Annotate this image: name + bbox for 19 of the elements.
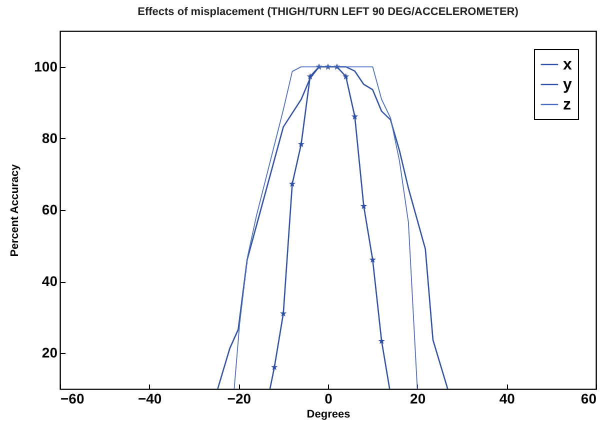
- y-tick-label: 60: [42, 202, 58, 218]
- chart-title: Effects of misplacement (THIGH/TURN LEFT 90 DEG/ACCELEROMETER): [138, 6, 519, 18]
- x-tick-label: 20: [410, 390, 426, 406]
- legend-label: z: [563, 96, 571, 114]
- legend-label: y: [563, 76, 572, 94]
- x-tick-label: −60: [60, 390, 84, 406]
- x-tick-label: 0: [324, 390, 333, 406]
- x-tick-label: 40: [499, 390, 516, 406]
- line-series: [234, 66, 418, 389]
- x-tick-label: −20: [227, 390, 252, 406]
- y-tick-label: 40: [42, 273, 58, 290]
- y-axis-title: Percent Accuracy: [9, 163, 22, 257]
- y-tick-label: 80: [42, 130, 58, 146]
- y-tick-label: 20: [42, 344, 58, 361]
- legend-label: x: [563, 56, 572, 74]
- x-axis-title: Degrees: [306, 408, 350, 420]
- x-tick-label: 60: [580, 390, 597, 406]
- x-tick-label: −40: [138, 390, 162, 406]
- y-tick-label: 100: [34, 58, 58, 74]
